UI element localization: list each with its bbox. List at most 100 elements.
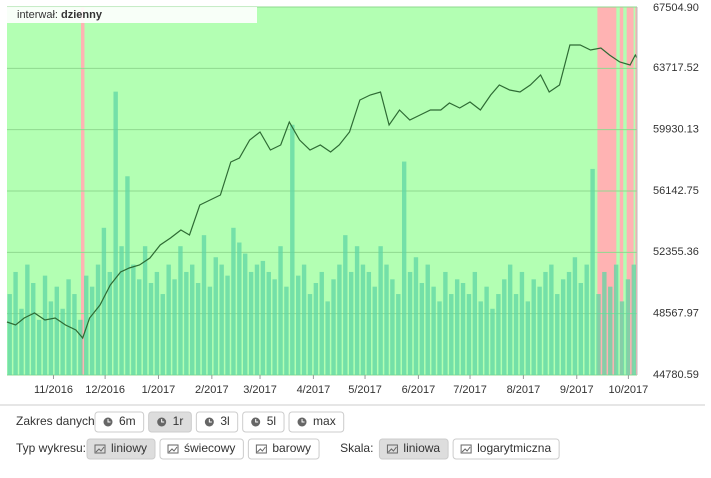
y-tick-label: 63717.52 xyxy=(653,62,699,74)
volume-bar xyxy=(449,294,454,375)
chart-icon xyxy=(255,444,267,454)
volume-bar xyxy=(125,176,130,375)
control-button[interactable]: barowy xyxy=(247,438,320,460)
controls: Zakres danych: 6m 1r 3l 5l max Typ wykresu: lin… xyxy=(16,411,560,460)
volume-bar xyxy=(154,271,160,375)
volume-bar xyxy=(160,294,165,375)
volume-bar xyxy=(360,264,366,375)
volume-bar xyxy=(425,264,430,375)
button-label[interactable]: 6m xyxy=(119,414,136,428)
button-label[interactable]: barowy xyxy=(272,441,311,455)
button-bg[interactable] xyxy=(247,438,320,460)
volume-bar xyxy=(178,246,183,375)
volume-bar xyxy=(566,271,572,375)
x-tick-label: 4/2017 xyxy=(297,384,331,396)
button-bg[interactable] xyxy=(378,438,449,460)
volume-bar xyxy=(354,246,360,375)
volume-bar xyxy=(396,294,401,375)
chart-icon xyxy=(386,444,398,454)
button-label[interactable]: logarytmiczna xyxy=(477,441,551,455)
button-bg[interactable] xyxy=(148,411,192,433)
button-label[interactable]: max xyxy=(313,414,336,428)
volume-bar xyxy=(278,246,283,375)
control-button[interactable]: 3l xyxy=(195,411,239,433)
volume-bar xyxy=(413,257,419,375)
volume-bar xyxy=(343,235,348,375)
volume-bar xyxy=(13,271,18,375)
volume-bar xyxy=(496,294,501,375)
button-bg[interactable] xyxy=(452,438,560,460)
volume-bar xyxy=(596,294,601,375)
button-label[interactable]: 1r xyxy=(173,414,184,428)
volume-bar xyxy=(142,246,148,375)
chart-icon xyxy=(94,444,106,454)
volume-bar xyxy=(231,227,236,375)
volume-bar xyxy=(549,264,554,375)
volume-bar xyxy=(543,271,548,375)
button-label[interactable]: świecowy xyxy=(184,441,235,455)
control-button[interactable]: liniowy xyxy=(86,438,156,460)
volume-bar xyxy=(419,283,425,375)
volume-bar xyxy=(131,264,136,375)
volume-bar xyxy=(366,271,372,375)
volume-bar xyxy=(513,294,519,375)
x-tick-label: 7/2017 xyxy=(453,384,487,396)
volume-bar xyxy=(502,279,507,375)
y-tick-label: 48567.97 xyxy=(653,308,699,320)
control-button[interactable]: 1r xyxy=(148,411,192,433)
button-bg[interactable] xyxy=(242,411,285,433)
interval-prefix: interwał: xyxy=(17,9,58,21)
volume-bar xyxy=(260,260,266,375)
button-label[interactable]: 3l xyxy=(220,414,229,428)
y-tick-label: 56142.75 xyxy=(653,185,699,197)
volume-bar xyxy=(195,283,201,375)
control-button[interactable]: świecowy xyxy=(159,438,244,460)
button-label[interactable]: liniowa xyxy=(403,441,440,455)
control-button[interactable]: liniowa xyxy=(378,438,449,460)
volume-bar xyxy=(384,264,389,375)
button-bg[interactable] xyxy=(159,438,244,460)
volume-bar xyxy=(602,271,607,375)
volume-bar xyxy=(207,286,213,375)
control-button[interactable]: 6m xyxy=(94,411,145,433)
volume-bar xyxy=(36,319,42,375)
volume-bar xyxy=(19,308,24,375)
clock-hand xyxy=(255,419,259,423)
interval-label: interwał: dzienny xyxy=(17,9,103,21)
button-bg[interactable] xyxy=(86,438,156,460)
control-label: Typ wykresu: xyxy=(16,441,86,455)
x-tick-label: 6/2017 xyxy=(402,384,436,396)
control-button[interactable]: logarytmiczna xyxy=(452,438,560,460)
volume-bar xyxy=(284,286,289,375)
button-bg[interactable] xyxy=(195,411,239,433)
volume-bar xyxy=(555,294,560,375)
volume-bar xyxy=(454,279,460,375)
volume-bar xyxy=(78,319,83,375)
button-label[interactable]: 5l xyxy=(267,414,276,428)
volume-bar xyxy=(113,91,118,375)
volume-bar xyxy=(401,161,407,375)
volume-bar xyxy=(625,279,631,375)
volume-bar xyxy=(225,275,230,375)
volume-bar xyxy=(348,271,354,375)
volume-bar xyxy=(390,279,395,375)
button-bg[interactable] xyxy=(94,411,145,433)
y-tick-label: 67504.90 xyxy=(653,2,699,14)
volume-bar xyxy=(584,264,589,375)
clock-hand xyxy=(107,419,111,423)
x-tick-label: 10/2017 xyxy=(609,384,649,396)
control-button[interactable]: max xyxy=(288,411,345,433)
volume-bar xyxy=(148,283,154,375)
control-button[interactable]: 5l xyxy=(242,411,285,433)
volume-bar xyxy=(296,275,301,375)
y-tick-label: 52355.36 xyxy=(653,246,699,258)
y-tick-label: 59930.13 xyxy=(653,124,699,136)
volume-bar xyxy=(101,227,107,375)
chart-icon xyxy=(460,444,472,454)
button-label[interactable]: liniowy xyxy=(111,441,147,455)
button-bg[interactable] xyxy=(288,411,345,433)
volume-bar xyxy=(290,124,295,375)
clock-hand xyxy=(301,419,305,423)
x-tick-label: 5/2017 xyxy=(348,384,382,396)
